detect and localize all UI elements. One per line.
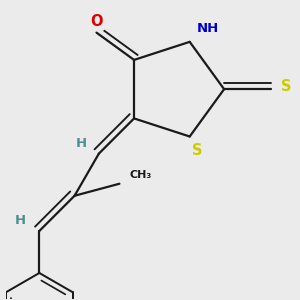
Text: H: H [15, 214, 26, 227]
Text: S: S [281, 80, 291, 94]
Text: O: O [90, 14, 103, 29]
Text: H: H [76, 137, 87, 150]
Text: NH: NH [196, 22, 218, 35]
Text: CH₃: CH₃ [129, 170, 152, 180]
Text: S: S [192, 143, 203, 158]
